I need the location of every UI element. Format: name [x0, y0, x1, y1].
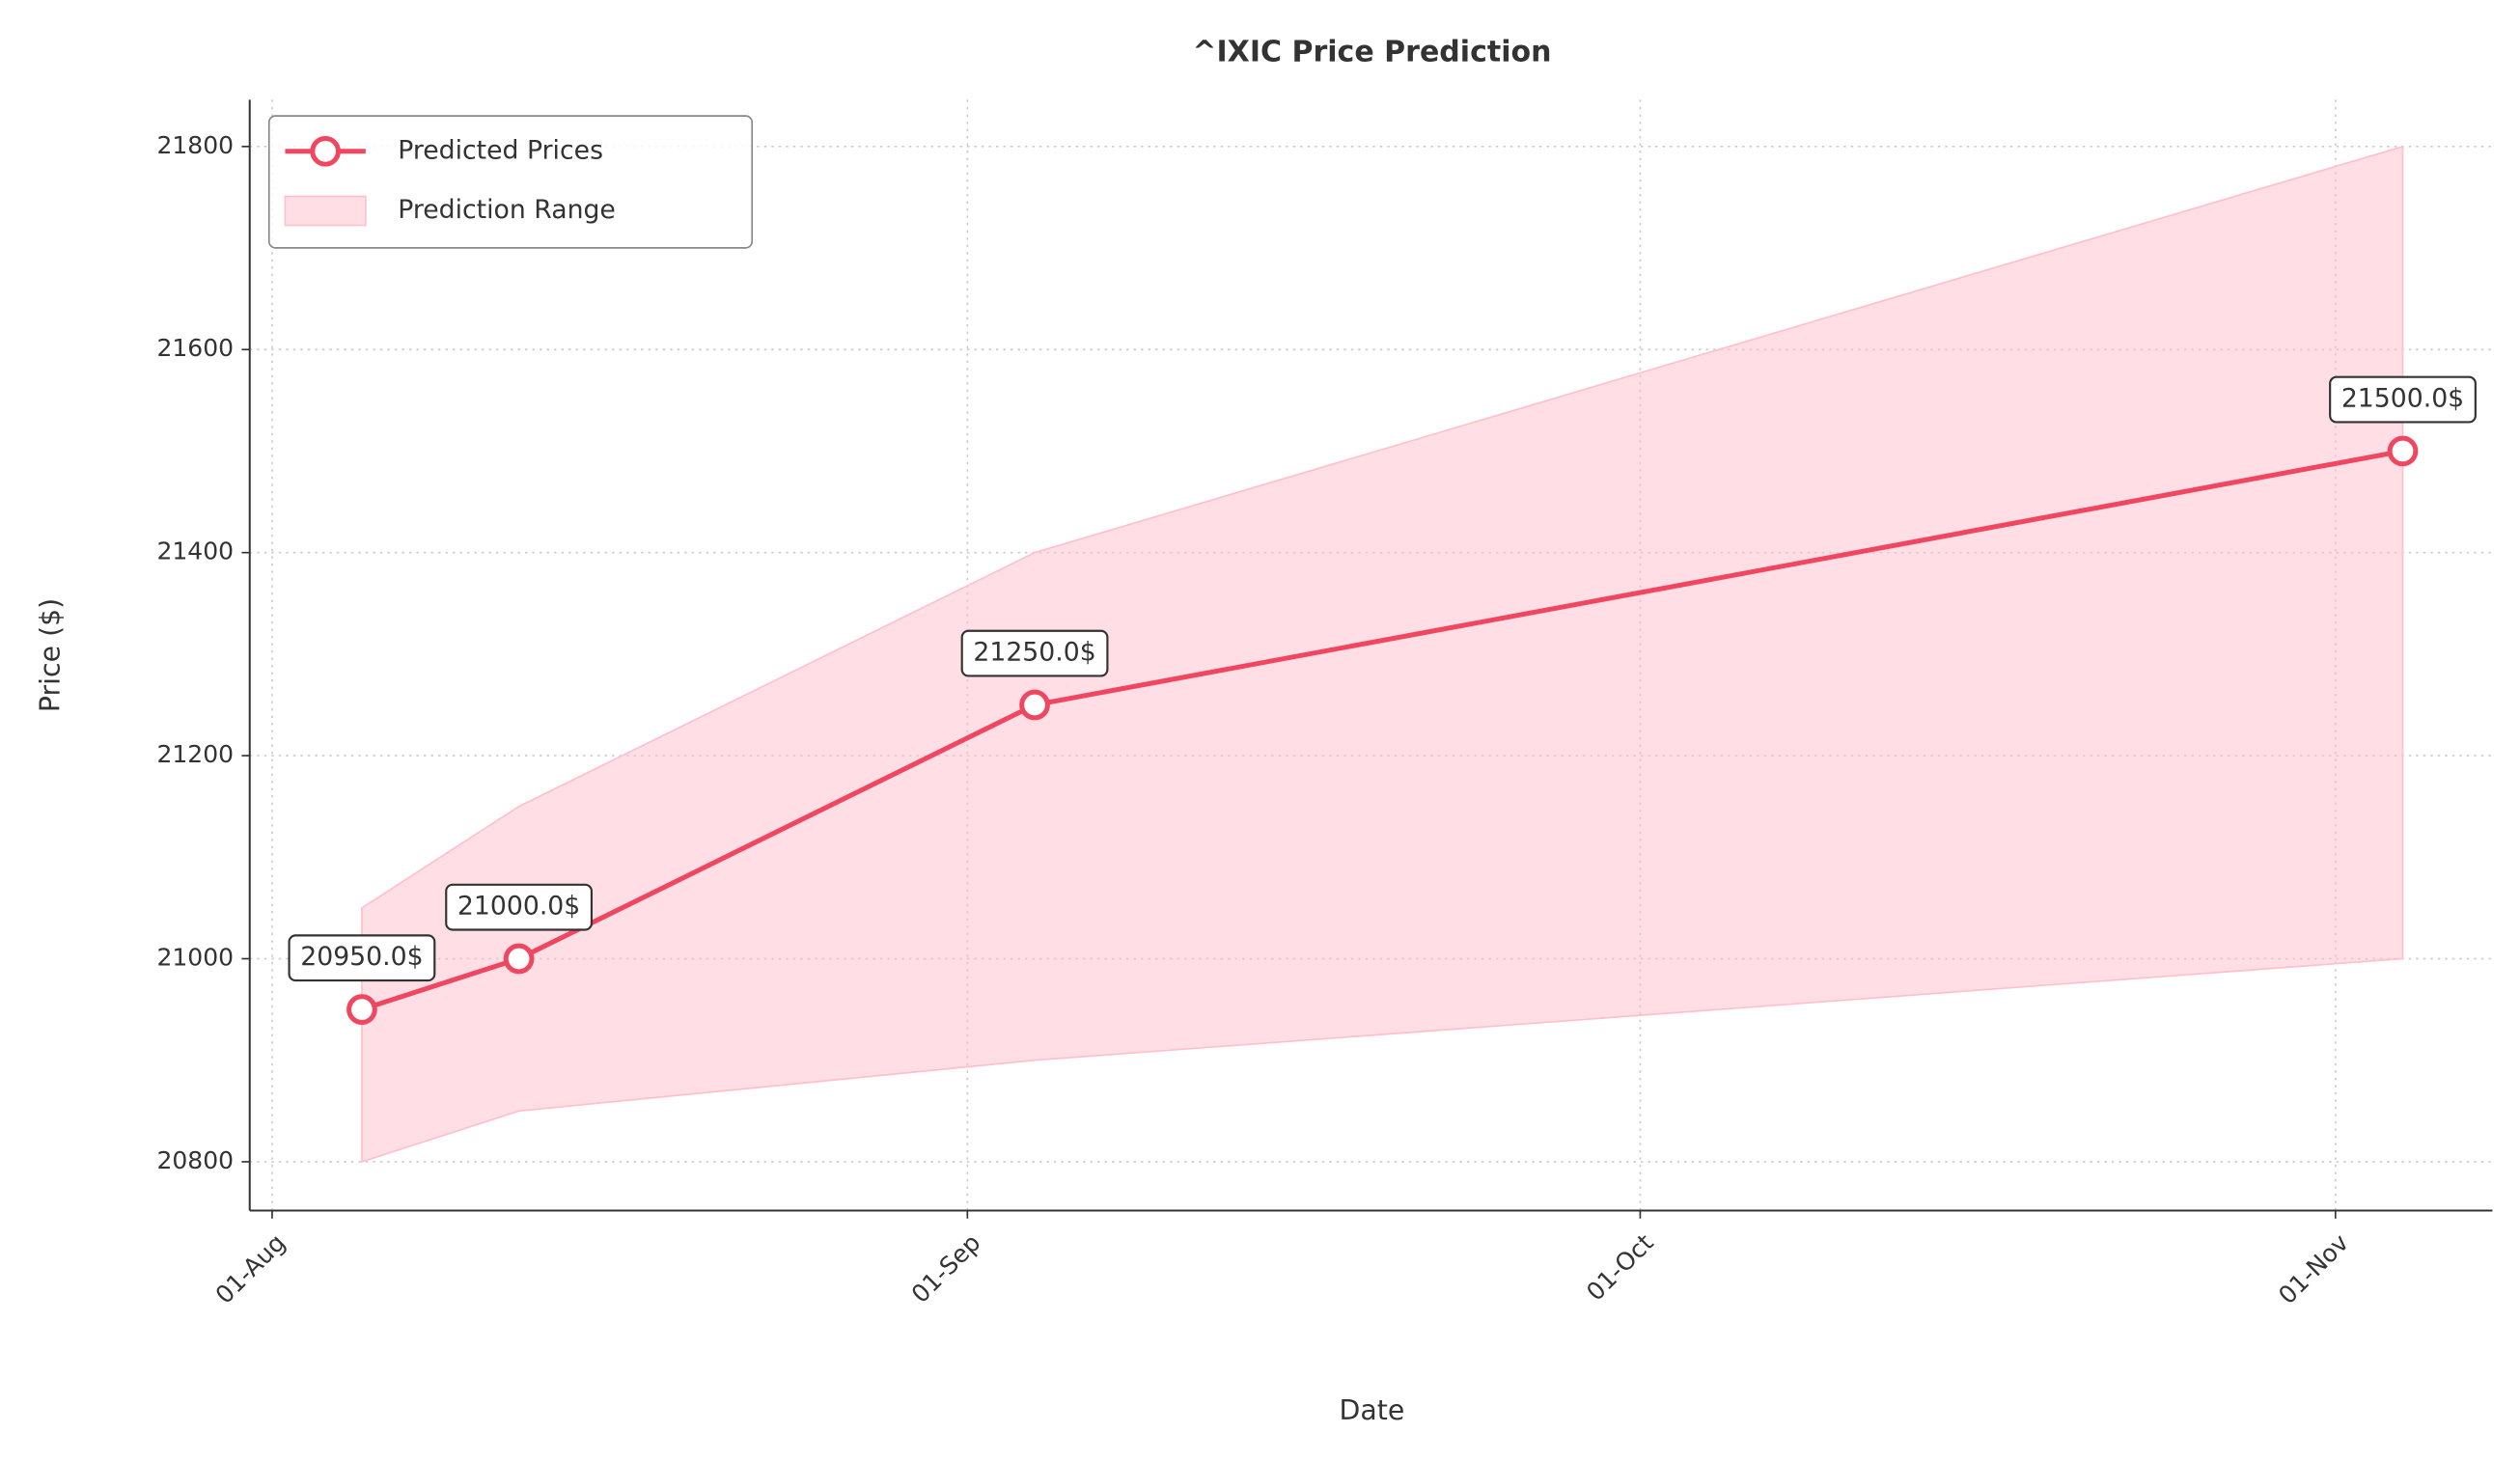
value-label: 20950.0$: [288, 934, 436, 982]
value-label: 21250.0$: [960, 629, 1109, 677]
price-point: [1019, 689, 1050, 721]
value-label: 21000.0$: [445, 883, 594, 931]
price-point: [503, 943, 535, 975]
y-tick-label: 21600: [156, 334, 234, 362]
legend-swatch: [284, 195, 367, 227]
value-label-text: 20950.0$: [300, 942, 423, 972]
price-point: [2387, 435, 2419, 467]
y-axis-label: Price ($): [35, 598, 67, 712]
value-label-box: [288, 934, 436, 982]
price-point: [346, 994, 377, 1025]
x-tick-label: 01-Nov: [2273, 1228, 2354, 1309]
x-axis-label: Date: [1340, 1394, 1405, 1426]
value-label: 21500.0$: [2329, 375, 2477, 424]
y-tick-label: 20800: [156, 1146, 234, 1174]
y-tick-label: 21400: [156, 537, 234, 565]
value-label-text: 21000.0$: [457, 892, 580, 922]
value-label-box: [960, 629, 1109, 677]
value-label-box: [2329, 375, 2477, 424]
prediction-range: [361, 145, 2404, 1164]
legend-marker: [310, 135, 341, 167]
x-tick-label: 01-Aug: [210, 1228, 291, 1309]
y-tick-label: 21200: [156, 740, 234, 768]
y-tick-label: 21000: [156, 944, 234, 972]
legend-label: Predicted Prices: [398, 135, 603, 165]
y-tick-label: 21800: [156, 131, 234, 159]
x-tick-label: 01-Sep: [906, 1228, 986, 1308]
value-label-text: 21250.0$: [973, 638, 1095, 668]
legend-box: [267, 115, 754, 249]
price-line: [361, 448, 2403, 1012]
chart-title: ^IXIC Price Prediction: [1192, 36, 1551, 69]
value-label-box: [445, 883, 594, 931]
legend-label: Prediction Range: [398, 195, 616, 225]
x-tick-label: 01-Oct: [1581, 1228, 1659, 1307]
value-label-text: 21500.0$: [2341, 384, 2464, 414]
